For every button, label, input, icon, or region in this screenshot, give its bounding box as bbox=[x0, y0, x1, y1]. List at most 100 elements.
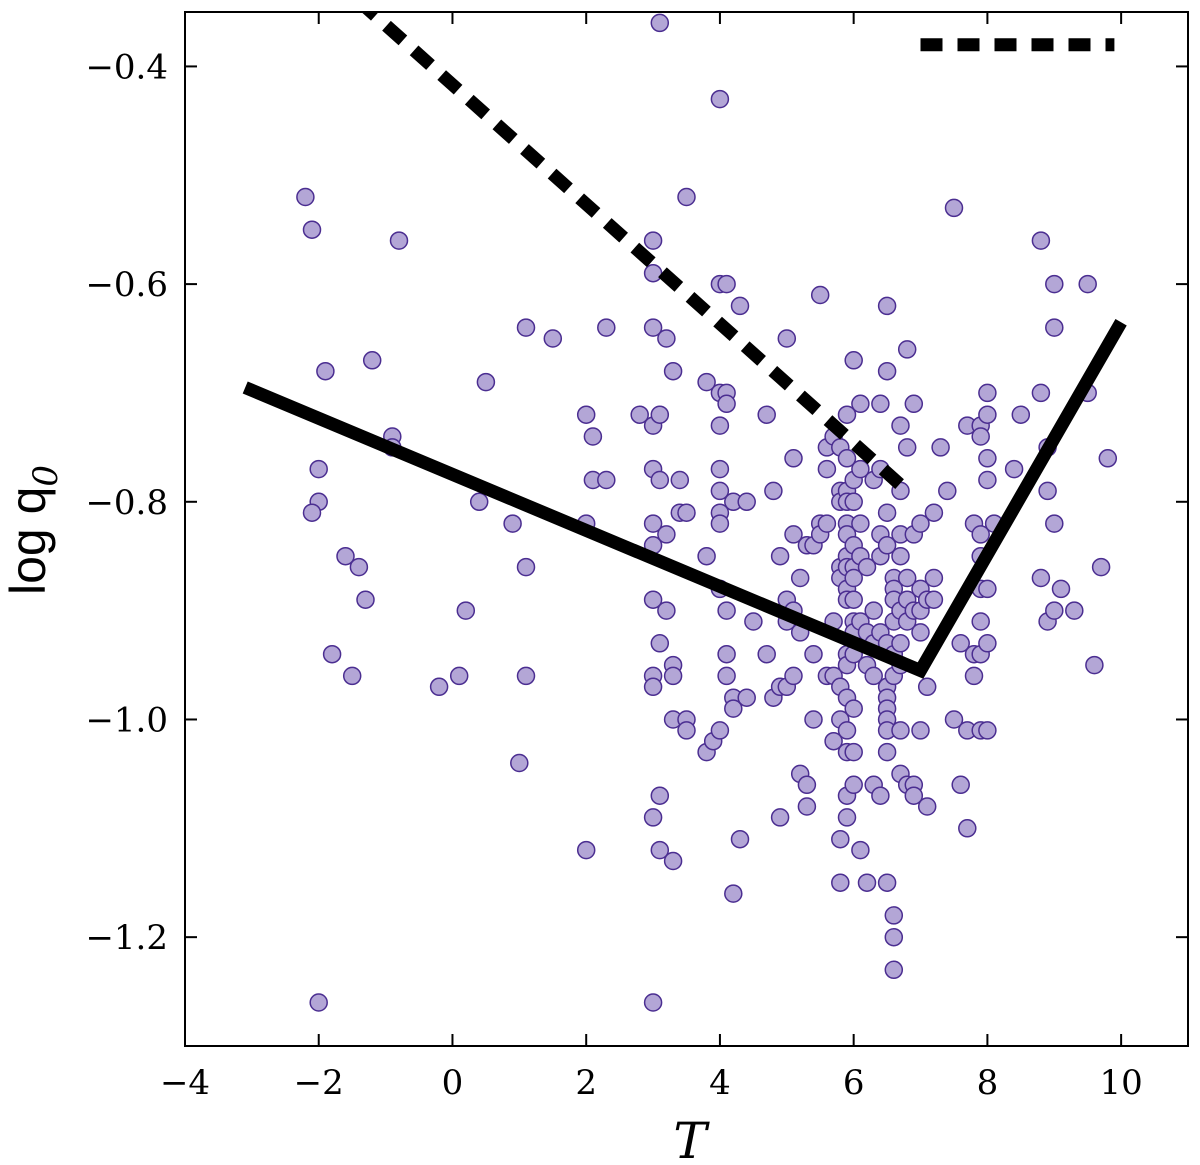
data-point bbox=[663, 851, 683, 871]
x-axis-title: T bbox=[673, 1112, 710, 1165]
data-point bbox=[817, 514, 837, 533]
data-point bbox=[931, 438, 950, 457]
data-point bbox=[597, 470, 616, 490]
data-point bbox=[1051, 579, 1071, 599]
data-point bbox=[643, 263, 663, 283]
data-point bbox=[917, 677, 937, 697]
data-point bbox=[764, 481, 783, 501]
data-point bbox=[917, 797, 937, 816]
data-point bbox=[784, 525, 803, 544]
data-point bbox=[1091, 557, 1111, 577]
solid-fit-line bbox=[242, 318, 1127, 679]
x-tick-labels: −4 −2 0 2 4 6 8 10 bbox=[160, 1063, 1143, 1103]
data-point bbox=[643, 231, 663, 250]
data-point bbox=[650, 840, 670, 860]
data-point bbox=[677, 721, 696, 740]
data-point bbox=[730, 829, 750, 849]
data-point bbox=[710, 514, 730, 533]
data-point bbox=[924, 590, 944, 609]
data-point bbox=[643, 677, 663, 697]
data-point bbox=[891, 634, 910, 653]
data-point bbox=[804, 710, 823, 729]
data-point bbox=[844, 699, 863, 718]
y-tick-label: −0.8 bbox=[85, 483, 168, 523]
data-point bbox=[302, 220, 322, 239]
data-point bbox=[724, 884, 743, 903]
y-axis-title-main: log q bbox=[0, 487, 56, 595]
data-point bbox=[657, 329, 676, 348]
y-tick-label: −1.0 bbox=[85, 700, 168, 740]
data-point bbox=[877, 536, 897, 555]
data-point bbox=[924, 503, 944, 522]
data-point bbox=[784, 449, 803, 468]
data-point bbox=[717, 274, 736, 294]
x-tick-label: 2 bbox=[575, 1063, 597, 1103]
x-tick-label: −4 bbox=[160, 1063, 210, 1103]
data-point bbox=[657, 525, 676, 544]
data-point bbox=[978, 405, 997, 424]
data-point bbox=[904, 786, 924, 805]
data-point bbox=[851, 394, 870, 414]
data-point bbox=[1065, 601, 1084, 620]
data-point bbox=[757, 405, 776, 424]
data-point bbox=[1078, 274, 1097, 294]
x-tick-label: −2 bbox=[294, 1063, 344, 1103]
data-point bbox=[951, 634, 970, 653]
data-point bbox=[576, 840, 596, 860]
data-point bbox=[958, 819, 977, 838]
data-point bbox=[844, 775, 863, 795]
data-point bbox=[456, 601, 476, 620]
plot-frame bbox=[184, 11, 1189, 1047]
data-point bbox=[897, 340, 917, 359]
data-point bbox=[710, 481, 730, 501]
data-point bbox=[429, 677, 449, 697]
x-tick-label: 10 bbox=[1100, 1063, 1143, 1103]
data-point bbox=[650, 470, 670, 490]
data-point bbox=[730, 296, 750, 316]
data-point bbox=[911, 623, 930, 642]
data-point bbox=[857, 557, 877, 577]
data-point bbox=[797, 797, 817, 816]
data-point bbox=[650, 405, 670, 424]
data-point bbox=[583, 427, 603, 446]
data-point bbox=[643, 993, 663, 1012]
data-point bbox=[476, 372, 496, 392]
data-point bbox=[877, 503, 897, 522]
data-point bbox=[978, 721, 997, 740]
data-point bbox=[342, 666, 362, 686]
data-point bbox=[851, 459, 870, 479]
data-point bbox=[891, 416, 910, 435]
y-axis-title-subscript: 0 bbox=[26, 465, 66, 487]
data-point bbox=[362, 351, 382, 370]
x-tick-label: 8 bbox=[977, 1063, 999, 1103]
y-tick-labels: −0.4 −0.6 −0.8 −1.0 −1.2 bbox=[85, 47, 168, 958]
data-point bbox=[677, 187, 696, 207]
data-point bbox=[316, 361, 335, 381]
data-point bbox=[510, 753, 529, 773]
data-point bbox=[449, 666, 469, 686]
data-point bbox=[349, 557, 369, 577]
data-point bbox=[777, 329, 797, 348]
data-point bbox=[871, 786, 890, 805]
data-point bbox=[978, 470, 997, 490]
data-point bbox=[663, 666, 683, 686]
data-point bbox=[336, 546, 355, 566]
data-point bbox=[877, 361, 897, 381]
data-point bbox=[1045, 318, 1064, 337]
data-point bbox=[516, 318, 536, 337]
data-point bbox=[543, 329, 563, 348]
data-point bbox=[697, 372, 716, 392]
data-point bbox=[469, 492, 489, 512]
data-point bbox=[837, 449, 857, 468]
data-point bbox=[897, 438, 917, 457]
data-point bbox=[978, 634, 997, 653]
data-point bbox=[837, 721, 857, 740]
data-point bbox=[844, 590, 863, 609]
x-tick-label: 6 bbox=[843, 1063, 865, 1103]
y-tick-label: −0.4 bbox=[85, 47, 168, 87]
data-point bbox=[857, 873, 877, 892]
data-point bbox=[516, 666, 536, 686]
data-point bbox=[643, 590, 663, 609]
data-point bbox=[1085, 655, 1104, 675]
data-point bbox=[322, 644, 342, 664]
